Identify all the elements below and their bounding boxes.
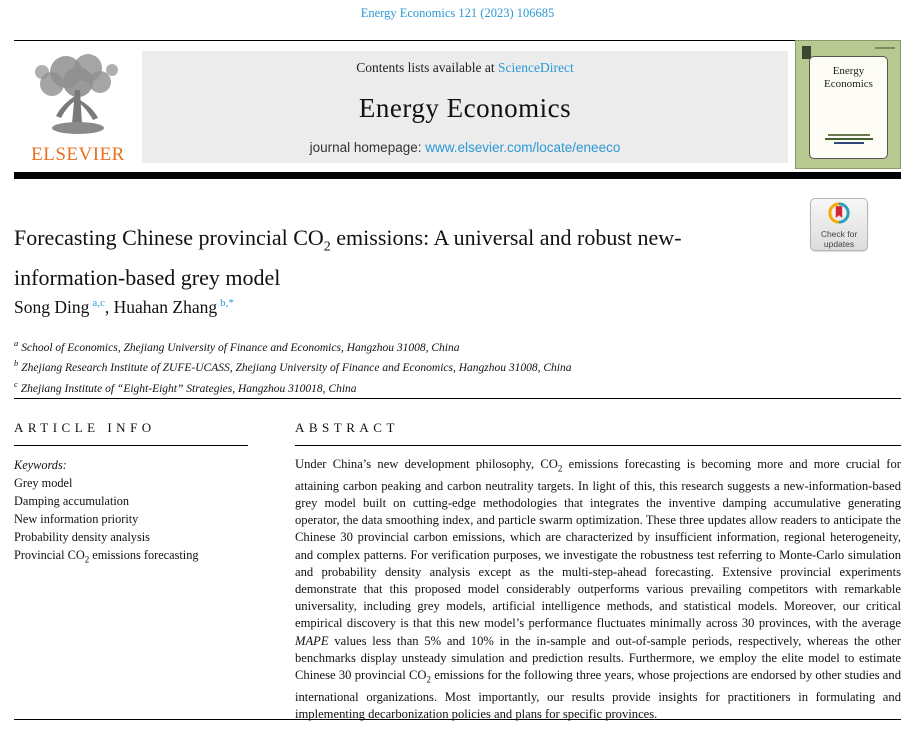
contents-line: Contents lists available at ScienceDirec… [142,60,788,76]
page-bottom-rule [14,719,901,720]
article-info-section: ARTICLE INFO Keywords: Grey model Dampin… [14,420,254,568]
homepage-prefix: journal homepage: [309,140,426,155]
journal-title: Energy Economics [358,93,572,123]
article-info-heading: ARTICLE INFO [14,420,156,435]
author-2: Huahan Zhang [113,297,218,317]
affiliation-c: c Zhejiang Institute of “Eight-Eight” Str… [14,378,357,395]
keyword-item: New information priority [14,512,139,526]
authors-line: Song Ding a,c, Huahan Zhang b,* [14,297,234,318]
journal-header: ELSEVIER Contents lists available at Sci… [14,40,901,172]
cover-issue-text-decoration [875,47,895,49]
cover-title-line1: Energy [832,65,865,77]
cover-panel: Energy Economics [809,56,888,159]
keywords-label: Keywords: [14,458,67,472]
journal-banner: Contents lists available at ScienceDirec… [142,51,788,163]
section-divider-rule [14,398,901,399]
author-2-affil-link[interactable]: b,* [220,297,234,310]
elsevier-logo: ELSEVIER [16,50,140,166]
elsevier-wordmark: ELSEVIER [31,144,125,165]
keyword-item: Probability density analysis [14,530,150,544]
affiliation-a: a School of Economics, Zhejiang Universit… [14,338,460,354]
title-text: Forecasting Chinese provincial CO [14,225,324,250]
check-for-updates-badge[interactable]: Check for updates [810,198,868,251]
cover-footer-decoration [810,132,887,146]
author-1: Song Ding [14,297,90,317]
header-top-rule [14,40,901,41]
cover-title: Energy Economics [810,65,887,91]
keyword-item: Provincial CO2 emissions forecasting [14,548,199,565]
keyword-item: Damping accumulation [14,494,130,508]
affiliation-b: b Zhejiang Research Institute of ZUFE-UCA… [14,358,572,375]
affiliations: a School of Economics, Zhejiang Universit… [14,336,572,397]
keywords-list: Keywords: Grey model Damping accumulatio… [14,456,254,568]
abstract-heading: ABSTRACT [295,420,399,435]
journal-citation-link[interactable]: Energy Economics 121 (2023) 106685 [360,6,555,20]
keyword-item: Grey model [14,476,73,490]
header-divider-bar [14,172,901,179]
homepage-line: journal homepage: www.elsevier.com/locat… [142,140,788,155]
homepage-url-link[interactable]: www.elsevier.com/locate/eneeco [425,140,621,155]
title-text-cont: emissions: A universal and robust new-in… [14,225,682,291]
abstract-text: Under China’s new development philosophy… [295,457,901,721]
crossmark-icon [828,202,850,228]
abstract-heading-rule [295,445,901,446]
elsevier-tree-icon [16,50,140,142]
title-co2-subscript: 2 [323,239,331,255]
authors-separator: , [104,297,114,317]
cover-title-line2: Economics [824,78,873,90]
journal-cover-thumbnail: Energy Economics [795,40,901,169]
article-info-heading-rule [14,445,248,446]
sciencedirect-link[interactable]: ScienceDirect [498,60,574,75]
check-updates-label: Check for updates [820,229,858,249]
contents-prefix: Contents lists available at [356,60,498,75]
cover-publisher-mark-icon [802,46,811,59]
abstract-section: ABSTRACT Under China’s new development p… [295,420,901,723]
article-title: Forecasting Chinese provincial CO2 emiss… [14,222,784,293]
author-1-affil-link[interactable]: a,c [92,297,105,310]
